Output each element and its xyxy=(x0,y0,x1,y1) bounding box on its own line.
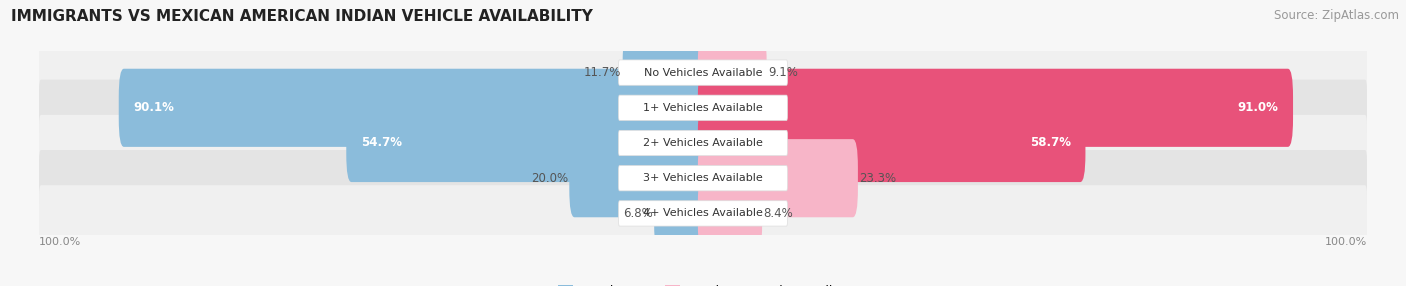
Text: Source: ZipAtlas.com: Source: ZipAtlas.com xyxy=(1274,9,1399,21)
FancyBboxPatch shape xyxy=(697,69,1294,147)
Text: 58.7%: 58.7% xyxy=(1029,136,1070,150)
FancyBboxPatch shape xyxy=(654,174,709,253)
Text: 4+ Vehicles Available: 4+ Vehicles Available xyxy=(643,208,763,219)
Text: 1+ Vehicles Available: 1+ Vehicles Available xyxy=(643,103,763,113)
FancyBboxPatch shape xyxy=(697,33,766,112)
FancyBboxPatch shape xyxy=(39,185,1367,242)
Text: IMMIGRANTS VS MEXICAN AMERICAN INDIAN VEHICLE AVAILABILITY: IMMIGRANTS VS MEXICAN AMERICAN INDIAN VE… xyxy=(11,9,593,23)
FancyBboxPatch shape xyxy=(619,130,787,156)
Text: 20.0%: 20.0% xyxy=(531,172,568,185)
Text: 54.7%: 54.7% xyxy=(361,136,402,150)
FancyBboxPatch shape xyxy=(619,166,787,191)
FancyBboxPatch shape xyxy=(39,44,1367,101)
FancyBboxPatch shape xyxy=(623,33,709,112)
FancyBboxPatch shape xyxy=(39,115,1367,171)
FancyBboxPatch shape xyxy=(39,150,1367,206)
FancyBboxPatch shape xyxy=(118,69,709,147)
FancyBboxPatch shape xyxy=(697,174,762,253)
Text: 9.1%: 9.1% xyxy=(768,66,797,79)
Text: 23.3%: 23.3% xyxy=(859,172,896,185)
Text: 11.7%: 11.7% xyxy=(583,66,621,79)
Text: 8.4%: 8.4% xyxy=(763,207,793,220)
FancyBboxPatch shape xyxy=(39,80,1367,136)
Text: 2+ Vehicles Available: 2+ Vehicles Available xyxy=(643,138,763,148)
FancyBboxPatch shape xyxy=(619,201,787,226)
FancyBboxPatch shape xyxy=(619,95,787,120)
Text: 3+ Vehicles Available: 3+ Vehicles Available xyxy=(643,173,763,183)
FancyBboxPatch shape xyxy=(697,139,858,217)
Legend: Immigrants, Mexican American Indian: Immigrants, Mexican American Indian xyxy=(558,285,848,286)
Text: 91.0%: 91.0% xyxy=(1237,101,1278,114)
FancyBboxPatch shape xyxy=(619,60,787,85)
FancyBboxPatch shape xyxy=(569,139,709,217)
Text: No Vehicles Available: No Vehicles Available xyxy=(644,67,762,78)
Text: 90.1%: 90.1% xyxy=(134,101,174,114)
FancyBboxPatch shape xyxy=(346,104,709,182)
Text: 6.8%: 6.8% xyxy=(623,207,652,220)
FancyBboxPatch shape xyxy=(697,104,1085,182)
